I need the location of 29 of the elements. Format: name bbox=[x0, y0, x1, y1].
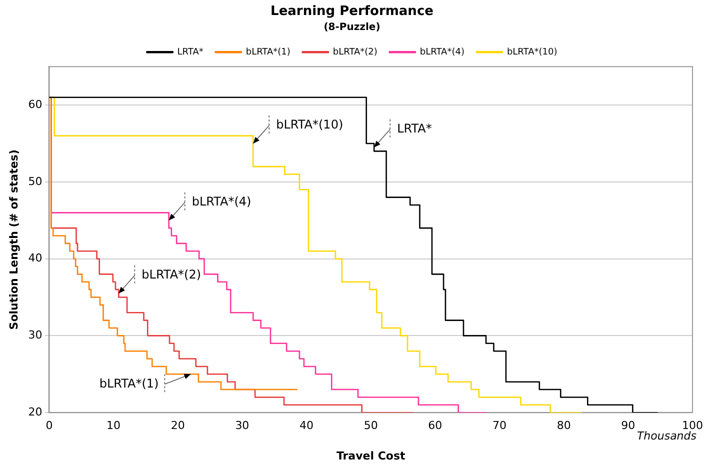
annotation: bLRTA*(10) bbox=[276, 118, 344, 132]
legend-label: LRTA* bbox=[177, 47, 204, 58]
chart-title: Learning Performance bbox=[270, 4, 434, 20]
x-tick-label: 0 bbox=[46, 419, 53, 432]
x-axis-title: Travel Cost bbox=[336, 449, 406, 462]
legend-label: bLRTA*(10) bbox=[506, 47, 558, 58]
annotation: LRTA* bbox=[397, 121, 432, 136]
x-tick-label: 10 bbox=[106, 419, 121, 432]
x-tick-label: 60 bbox=[428, 419, 442, 432]
x-tick-label: 30 bbox=[235, 419, 250, 432]
y-axis-title: Solution Length (# of states) bbox=[7, 150, 20, 330]
y-tick-label: 20 bbox=[28, 405, 42, 418]
x-tick-label: 70 bbox=[492, 419, 507, 432]
x-tick-label: 40 bbox=[300, 419, 314, 432]
x-tick-label: 90 bbox=[621, 419, 636, 432]
y-tick-label: 30 bbox=[28, 328, 42, 342]
y-tick-label: 50 bbox=[28, 174, 42, 188]
annotation: bLRTA*(4) bbox=[192, 194, 252, 209]
legend-label: bLRTA*(4) bbox=[420, 47, 464, 58]
x-tick-label: 50 bbox=[364, 419, 378, 432]
annotation: bLRTA*(1) bbox=[99, 376, 159, 390]
x-tick-label: 80 bbox=[556, 419, 571, 432]
legend-label: bLRTA*(1) bbox=[246, 47, 290, 58]
chart-subtitle: (8-Puzzle) bbox=[324, 22, 380, 34]
legend-label: bLRTA*(2) bbox=[332, 47, 378, 58]
y-tick-label: 40 bbox=[28, 252, 42, 265]
y-tick-label: 60 bbox=[28, 98, 42, 111]
annotation: bLRTA*(2) bbox=[142, 268, 202, 282]
x-tick-label: 20 bbox=[170, 419, 185, 432]
